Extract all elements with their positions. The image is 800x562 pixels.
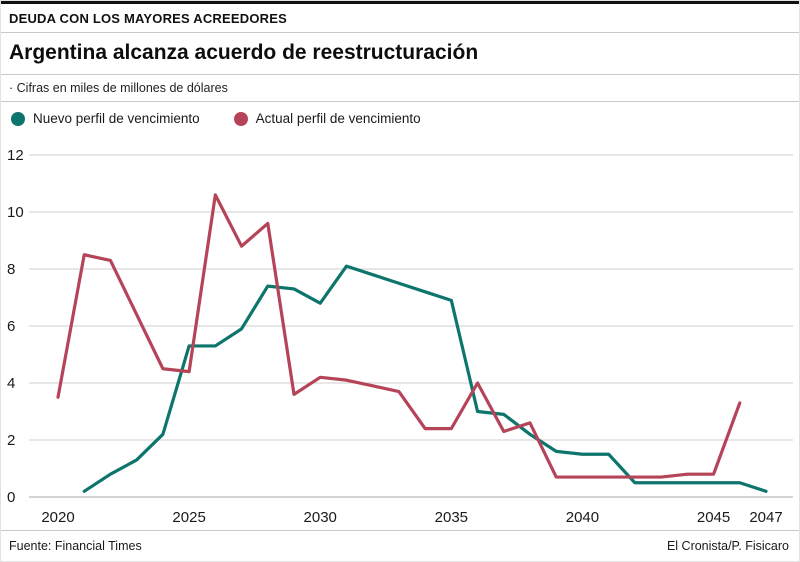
y-tick-label-0: 0 bbox=[7, 489, 15, 506]
series-line-1 bbox=[56, 193, 742, 479]
kicker: DEUDA CON LOS MAYORES ACREEDORES bbox=[9, 11, 287, 26]
divider bbox=[1, 101, 799, 102]
chart-units-note: · Cifras en miles de millones de dólares bbox=[9, 81, 228, 95]
y-tick-label-12: 12 bbox=[7, 147, 24, 164]
x-tick-label-2025: 2025 bbox=[172, 509, 205, 526]
line-chart: 0 2 4 6 8 10 12 2020 2025 2030 2035 2040 2045 2047 bbox=[7, 147, 793, 526]
x-tick-label-2047: 2047 bbox=[749, 509, 782, 526]
credit-text: El Cronista/P. Fisicaro bbox=[666, 539, 789, 553]
divider bbox=[1, 530, 799, 531]
top-black-rule bbox=[1, 1, 799, 4]
y-tick-label-4: 4 bbox=[7, 375, 15, 392]
legend-swatch-nuevo-icon bbox=[11, 111, 25, 126]
divider bbox=[1, 74, 799, 75]
footer: Fuente: Financial Times El Cronista/P. F… bbox=[1, 531, 799, 553]
y-tick-label-10: 10 bbox=[7, 204, 24, 221]
x-tick-label-2030: 2030 bbox=[304, 509, 337, 526]
legend-label-nuevo: Nuevo perfil de vencimiento bbox=[33, 111, 200, 126]
y-tick-label-8: 8 bbox=[7, 261, 15, 278]
x-tick-label-2045: 2045 bbox=[697, 509, 730, 526]
legend-item-actual: Actual perfil de vencimiento bbox=[233, 111, 421, 126]
x-tick-label-2040: 2040 bbox=[566, 509, 599, 526]
x-tick-label-2035: 2035 bbox=[435, 509, 468, 526]
divider bbox=[1, 32, 799, 33]
y-tick-label-6: 6 bbox=[7, 318, 15, 335]
legend-label-actual: Actual perfil de vencimiento bbox=[255, 111, 421, 126]
legend-swatch-actual-icon bbox=[233, 111, 248, 126]
x-tick-label-2020: 2020 bbox=[41, 509, 74, 526]
chart-legend: Nuevo perfil de vencimiento Actual perfi… bbox=[1, 102, 799, 132]
series-line-0 bbox=[82, 264, 768, 493]
y-tick-label-2: 2 bbox=[7, 432, 15, 449]
source-text: Fuente: Financial Times bbox=[9, 539, 142, 553]
page-title: Argentina alcanza acuerdo de reestructur… bbox=[9, 41, 479, 64]
legend-item-nuevo: Nuevo perfil de vencimiento bbox=[11, 111, 200, 126]
